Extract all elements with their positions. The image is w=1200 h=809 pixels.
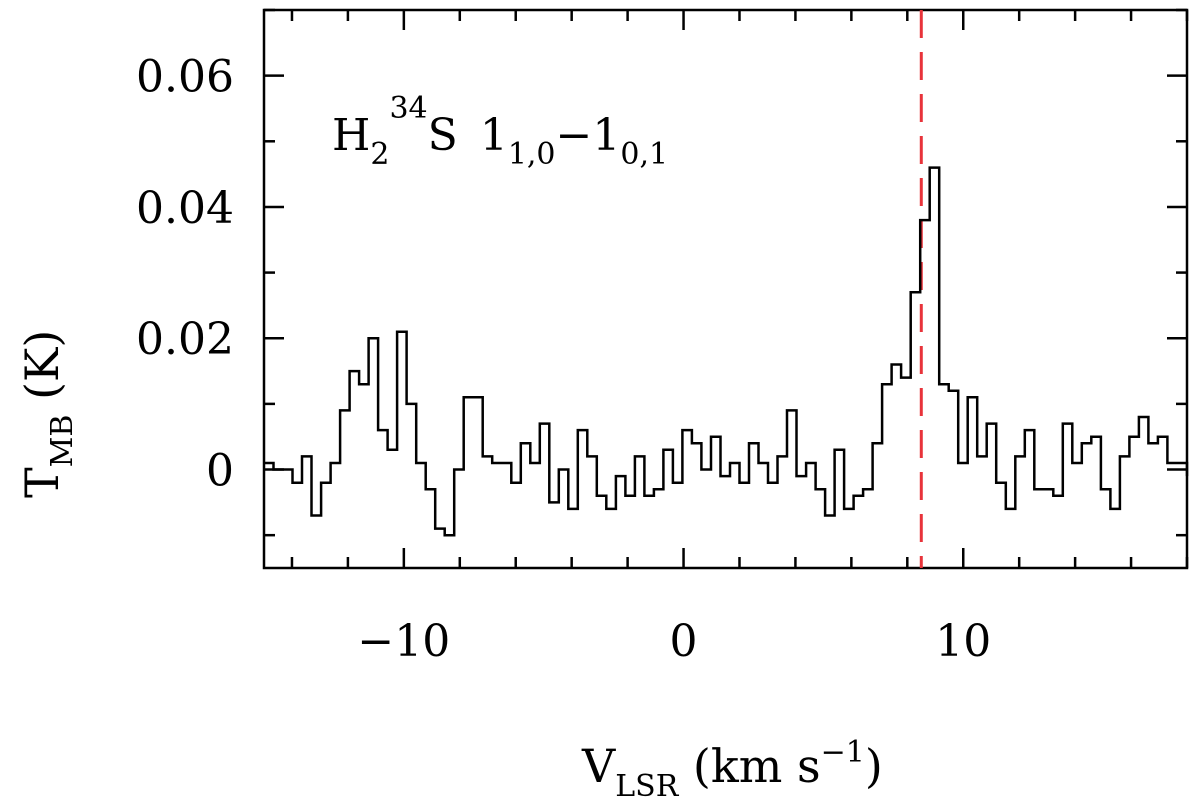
y-tick-label: 0.06 — [136, 52, 234, 103]
spectrum-line — [264, 166, 1189, 537]
x-tick-label: 0 — [670, 616, 698, 667]
label-h: H — [332, 110, 370, 161]
y-axis-sub: MB — [45, 415, 80, 468]
x-axis-unit-open: (km s — [678, 739, 820, 793]
plot-frame — [262, 8, 1189, 570]
label-one-a: 1 — [480, 110, 508, 161]
x-axis-sub: LSR — [615, 769, 679, 804]
x-tick-label: 10 — [935, 616, 991, 667]
x-axis-unit-close: ) — [865, 739, 883, 793]
x-axis-main: V — [581, 739, 616, 793]
label-dash: − — [556, 110, 593, 161]
y-tick-label: 0 — [206, 446, 234, 497]
label-level-b: 0,1 — [620, 137, 668, 172]
y-tick-label: 0.04 — [136, 183, 234, 234]
y-axis-main: T — [15, 467, 69, 498]
label-one-b: 1 — [592, 110, 620, 161]
y-tick-label: 0.02 — [136, 314, 234, 365]
x-axis-title: VLSR (km s−1) — [581, 735, 883, 804]
label-h-sub: 2 — [370, 137, 389, 172]
y-axis-rest: (K) — [15, 330, 69, 415]
axis-tick-labels: −10 0 10 0 0.02 0.04 0.06 — [136, 52, 991, 667]
label-iso-sup: 34 — [389, 91, 427, 126]
line-label: H234S 11,0−10,1 — [332, 91, 668, 172]
label-s: S — [428, 110, 458, 161]
x-tick-label: −10 — [357, 616, 450, 667]
x-axis-unit-sup: −1 — [821, 735, 865, 770]
label-level-a: 1,0 — [508, 137, 556, 172]
y-axis-title: TMB (K) — [15, 330, 80, 498]
